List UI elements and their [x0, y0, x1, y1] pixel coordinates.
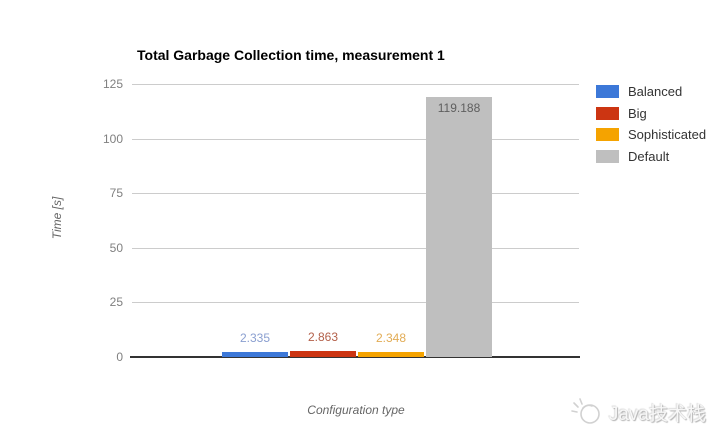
bar-default[interactable]	[426, 97, 492, 357]
bar-value-label: 2.863	[307, 330, 339, 344]
y-axis-title: Time [s]	[50, 196, 64, 240]
bar-value-label: 119.188	[437, 101, 481, 115]
legend-swatch-icon	[596, 106, 619, 120]
y-tick-label: 100	[102, 132, 123, 146]
legend-label: Balanced	[628, 84, 683, 99]
legend-item-sophisticated[interactable]: Sophisticated	[596, 127, 707, 142]
bar-value-label: 2.348	[375, 331, 407, 345]
x-axis-line	[130, 356, 580, 358]
legend-item-big[interactable]: Big	[596, 105, 706, 121]
watermark-text: Java技术栈	[608, 403, 706, 425]
legend: Balanced Big Sophisticated Default	[596, 84, 707, 171]
bar-value-label: 2.335	[239, 331, 271, 345]
gridline	[132, 248, 579, 249]
gridline	[132, 302, 579, 303]
bar-balanced[interactable]	[222, 352, 288, 357]
gridline	[132, 84, 579, 85]
legend-swatch-icon	[596, 85, 619, 98]
chart-title: Total Garbage Collection time, measureme…	[137, 47, 445, 63]
legend-item-default[interactable]: Default	[596, 148, 706, 164]
gridline	[132, 139, 579, 140]
legend-label: Sophisticated	[628, 127, 707, 142]
bar-sophisticated[interactable]	[358, 352, 424, 357]
watermark: Java技术栈	[569, 395, 706, 429]
y-tick-label: 25	[109, 295, 123, 309]
gridline	[132, 193, 579, 194]
bar-big[interactable]	[290, 351, 356, 357]
y-tick-label: 50	[109, 241, 123, 255]
x-axis-title: Configuration type	[307, 403, 405, 417]
legend-label: Default	[628, 148, 670, 164]
y-tick-label: 75	[109, 186, 123, 200]
legend-item-balanced[interactable]: Balanced	[596, 84, 706, 99]
y-tick-label: 125	[102, 77, 123, 91]
legend-label: Big	[628, 105, 647, 121]
legend-swatch-icon	[596, 128, 619, 141]
paw-sparkle-logo-icon	[571, 398, 600, 424]
y-tick-label: 0	[116, 350, 123, 364]
legend-swatch-icon	[596, 149, 619, 163]
